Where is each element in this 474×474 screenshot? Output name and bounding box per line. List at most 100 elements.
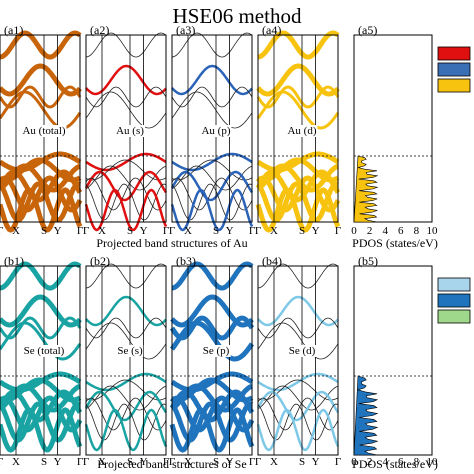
band-panel-frame-0-0: [0, 34, 81, 223]
kpath-tick: X: [12, 225, 20, 237]
kpath-tick: Γ: [162, 456, 170, 468]
band-1-1-3: [85, 317, 167, 339]
legend-swatch-1-0: [437, 277, 471, 292]
kpath-tick: S: [298, 456, 306, 468]
band-label: Se (total): [22, 345, 66, 357]
panel-tag: (a4): [262, 23, 282, 37]
legend-swatch-0-2: [437, 78, 471, 93]
valence-band-0-0-5: [0, 181, 82, 223]
band-panel-frame-0-2: [171, 34, 253, 223]
kpath-tick: S: [40, 456, 48, 468]
band-panel-frame-0-1: [85, 34, 167, 223]
valence-band-0-1-6: [84, 188, 168, 232]
valence-band-1-2-3: [169, 389, 255, 423]
kpath-tick: Γ: [334, 225, 342, 237]
band-1-0-0: [0, 261, 82, 291]
kpath-tick: Γ: [76, 456, 84, 468]
kpath-tick: Γ: [162, 225, 170, 237]
band-0-3-1: [256, 63, 340, 97]
kpath-tick: X: [184, 225, 192, 237]
band-label: Se (d): [287, 345, 317, 357]
legend-swatch-0-1: [437, 62, 471, 77]
band-0-0-3: [0, 85, 82, 109]
valence-band-1-2-6: [169, 407, 255, 453]
kpath-tick: Γ: [76, 225, 84, 237]
kpath-tick: Γ: [248, 456, 256, 468]
kpath-tick: S: [126, 456, 134, 468]
valence-band-0-3-6: [255, 187, 341, 233]
valence-band-0-1-2: [85, 165, 167, 191]
kpath-tick: X: [270, 456, 278, 468]
kpath-tick: X: [98, 456, 106, 468]
valence-band-0-2-5: [171, 183, 253, 221]
band-0-0-0: [0, 30, 82, 60]
band-1-3-1: [257, 295, 339, 327]
kpath-tick: Γ: [82, 456, 90, 468]
valence-band-0-2-0: [171, 152, 253, 172]
kpath-tick: Γ: [168, 225, 176, 237]
valence-band-1-1-1: [85, 379, 167, 401]
kpath-tick: Y: [225, 456, 234, 468]
pdos-tick: 8: [413, 225, 420, 237]
kpath-tick: Γ: [82, 225, 90, 237]
kpath-tick: Γ: [248, 225, 256, 237]
pdos-tag: (a5): [358, 23, 378, 37]
kpath-tick: X: [184, 456, 192, 468]
kpath-tick: Y: [139, 225, 148, 237]
valence-band-0-2-2: [171, 165, 253, 191]
kpath-tick: S: [212, 225, 220, 237]
band-0-2-3: [171, 86, 253, 108]
pdos-tick: 10: [426, 456, 438, 468]
valence-band-0-2-6: [170, 188, 254, 232]
band-0-1-3: [85, 86, 167, 108]
pdos-tag: (b5): [358, 254, 378, 268]
band-0-1-0: [85, 32, 167, 58]
band-0-3-0: [257, 30, 340, 60]
kpath-tick: Y: [53, 225, 62, 237]
valence-band-1-3-0: [257, 372, 339, 392]
valence-band-0-0-6: [0, 187, 83, 233]
band-label: Se (s): [116, 345, 144, 357]
panel-tag: (b1): [4, 254, 24, 268]
valence-band-0-1-5: [85, 183, 167, 221]
panel-tag: (a2): [90, 23, 110, 37]
legend-swatch-0-0: [437, 46, 471, 61]
band-panel-frame-0-3: [257, 34, 339, 223]
valence-band-1-3-6: [256, 408, 340, 452]
kpath-tick: Γ: [334, 456, 342, 468]
panel-tag: (b3): [176, 254, 196, 268]
valence-band-0-3-5: [256, 181, 340, 223]
kpath-tick: S: [298, 225, 306, 237]
valence-band-1-3-5: [257, 403, 339, 441]
valence-band-1-1-5: [85, 403, 167, 441]
band-1-1-1: [85, 295, 167, 327]
band-0-2-2: [171, 91, 253, 129]
band-0-2-1: [171, 64, 253, 96]
pdos-tick: 8: [413, 456, 420, 468]
band-0-1-2: [85, 91, 167, 129]
pdos-frame-1: [353, 265, 433, 456]
legend-swatch-1-2: [437, 309, 471, 324]
kpath-tick: Γ: [0, 456, 4, 468]
band-label: Se (p): [201, 345, 231, 357]
pdos-xlabel: PDOS (states/eV): [352, 457, 438, 471]
band-label: Au (d): [286, 125, 318, 137]
kpath-tick: X: [98, 225, 106, 237]
valence-band-0-0-3: [0, 169, 83, 203]
kpath-tick: X: [270, 225, 278, 237]
valence-band-1-0-3: [0, 389, 83, 423]
valence-band-1-1-6: [84, 408, 168, 452]
band-1-2-0: [171, 261, 254, 291]
figure-title: HSE06 method: [172, 4, 302, 28]
valence-band-1-2-5: [170, 401, 254, 443]
band-0-3-3: [256, 85, 340, 109]
band-0-0-1: [0, 63, 82, 97]
pdos-tick: 10: [426, 225, 438, 237]
panel-tag: (a3): [176, 23, 196, 37]
valence-band-1-1-2: [85, 385, 167, 411]
row-caption: Projected band structures of Au: [96, 236, 248, 250]
band-1-2-1: [170, 294, 254, 328]
band-0-0-2: [0, 90, 82, 130]
